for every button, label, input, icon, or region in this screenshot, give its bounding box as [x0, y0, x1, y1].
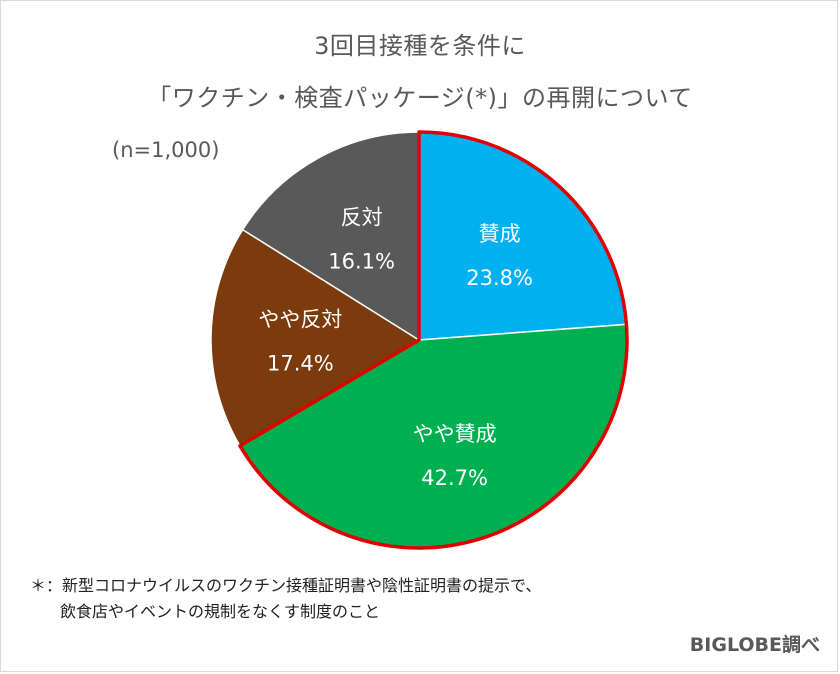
value-label-1: 23.8%: [466, 266, 533, 290]
highlight-outline: [238, 130, 629, 550]
footnote-line-2: 飲食店やイベントの規制をなくす制度のこと: [60, 602, 381, 621]
value-label-3: 17.4%: [267, 352, 334, 376]
chart-title-line-2: 「ワクチン・検査パッケージ(*)」の再開について: [147, 84, 693, 112]
pie-slice-3: [210, 228, 421, 447]
sample-size-label: (n=1,000): [112, 138, 220, 162]
value-label-4: 16.1%: [328, 249, 395, 273]
source-credit: BIGLOBE調べ: [689, 634, 820, 656]
footnote-line-1: ＊：新型コロナウイルスのワクチン接種証明書や陰性証明書の提示で、: [30, 576, 542, 595]
category-label-4: 反対: [341, 205, 383, 229]
category-label-1: 賛成: [479, 222, 521, 246]
category-label-2: やや賛成: [413, 422, 497, 446]
pie-slice-4: [241, 131, 420, 342]
value-label-2: 42.7%: [421, 466, 488, 490]
pie-slice-1: [418, 131, 628, 341]
chart-title-line-1: 3回目接種を条件に: [314, 32, 526, 60]
category-label-3: やや反対: [258, 308, 342, 332]
